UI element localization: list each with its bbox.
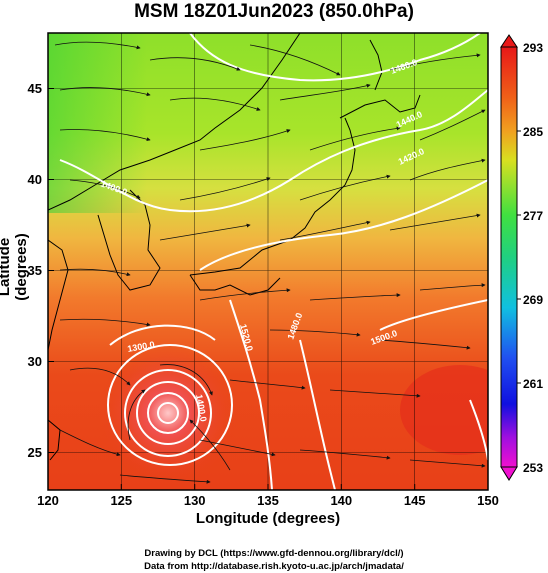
height-contours xyxy=(59,33,488,490)
y-tick-label: 45 xyxy=(28,81,42,96)
colorbar-label: 253 xyxy=(523,461,543,475)
colorbar-label: 261 xyxy=(523,377,543,391)
graticule xyxy=(48,33,488,490)
colorbar-label: 277 xyxy=(523,209,543,223)
x-tick-label: 120 xyxy=(37,493,59,508)
wind-streamlines xyxy=(54,41,486,484)
x-tick-label: 150 xyxy=(477,493,499,508)
colorbar-label: 293 xyxy=(523,41,543,55)
x-axis-label: Longitude (degrees) xyxy=(195,510,341,527)
y-tick-label: 40 xyxy=(28,172,42,187)
y-axis-label: Latitude (degrees) xyxy=(0,233,30,301)
credit-line-data: Data from http://database.rish.kyoto-u.a… xyxy=(144,561,404,572)
y-tick-label: 30 xyxy=(28,354,42,369)
chart-title: MSM 18Z01Jun2023 (850.0hPa) xyxy=(134,1,414,22)
x-tick-label: 125 xyxy=(110,493,132,508)
credit-line-drawing: Drawing by DCL (https://www.gfd-dennou.o… xyxy=(144,548,404,559)
x-axis: 120 125 130 135 140 145 150 xyxy=(37,484,499,508)
x-tick-label: 140 xyxy=(330,493,352,508)
x-tick-label: 130 xyxy=(184,493,206,508)
colorbar-label: 285 xyxy=(523,125,543,139)
colorbar-label: 269 xyxy=(523,293,543,307)
colorbar: 293 285 277 269 261 253 xyxy=(500,34,543,481)
x-tick-label: 145 xyxy=(404,493,426,508)
y-tick-label: 35 xyxy=(28,263,42,278)
contour-label: 1300.0 xyxy=(127,339,156,354)
y-tick-label: 25 xyxy=(28,445,42,460)
contour-label: 1400.0 xyxy=(194,394,209,423)
x-tick-label: 135 xyxy=(257,493,279,508)
y-axis: 25 30 35 40 45 xyxy=(28,81,54,460)
temperature-field: 1460.0 1440.0 1400.0 1300.0 1480.0 1500.… xyxy=(48,33,488,490)
